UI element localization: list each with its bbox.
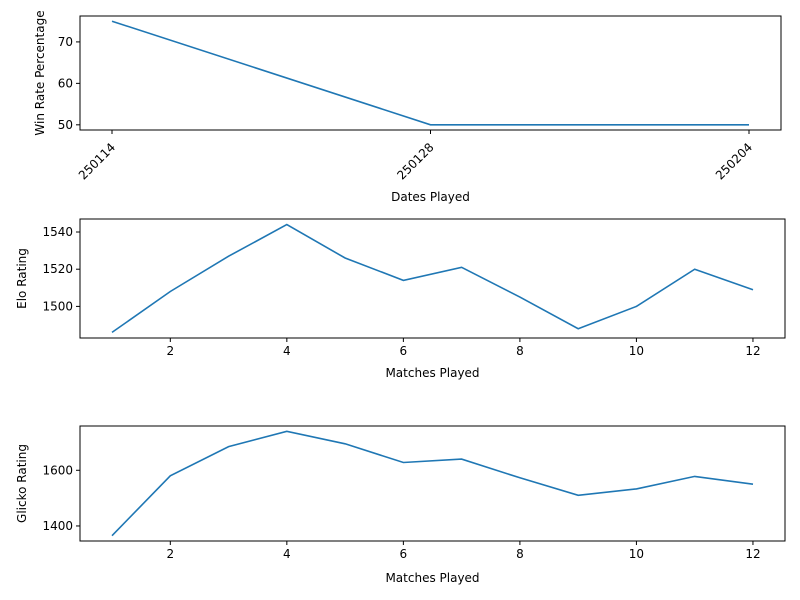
winrate-plot-frame: [79, 15, 782, 131]
glicko-plot-frame: [79, 425, 786, 542]
elo-x-axis-label: Matches Played: [385, 366, 479, 380]
glicko-y-axis-label: Glicko Rating: [15, 444, 29, 523]
glicko-ytick-label: 1600: [42, 463, 73, 477]
glicko-xtick-label: 4: [283, 547, 291, 561]
glicko-xtick-label: 6: [400, 547, 408, 561]
glicko-series-line: [111, 430, 754, 537]
glicko-xtick-label: 2: [166, 547, 174, 561]
elo-y-axis-label: Elo Rating: [15, 248, 29, 309]
winrate-ytick-label: 50: [58, 118, 73, 132]
winrate-chart: 50 60 70 250114 250128 250204 Dates Played Win …: [33, 10, 782, 204]
glicko-xtick-label: 8: [516, 547, 524, 561]
elo-xtick-label: 6: [400, 344, 408, 358]
elo-xtick-label: 2: [166, 344, 174, 358]
elo-xtick-label: 10: [629, 344, 644, 358]
elo-xtick-label: 8: [516, 344, 524, 358]
glicko-chart: 1400 1600 2 4 6 8 10 12 Matches Played Glicko Rat…: [15, 425, 786, 585]
winrate-ytick-label: 60: [58, 76, 73, 90]
glicko-x-axis-label: Matches Played: [385, 571, 479, 585]
winrate-xtick-label: 250204: [713, 140, 755, 182]
winrate-series-line: [111, 20, 749, 126]
elo-xtick-label: 12: [745, 344, 760, 358]
elo-ytick-label: 1500: [42, 299, 73, 313]
elo-chart: 1500 1520 1540 2 4 6 8 10 12 Matches Played Elo Ra…: [15, 218, 786, 380]
elo-ytick-label: 1540: [42, 225, 73, 239]
winrate-xtick-label: 250114: [76, 140, 118, 182]
glicko-ytick-label: 1400: [42, 519, 73, 533]
elo-plot-frame: [79, 218, 786, 339]
winrate-ytick-label: 70: [58, 35, 73, 49]
elo-series-line: [111, 223, 754, 334]
elo-xtick-label: 4: [283, 344, 291, 358]
glicko-xtick-label: 12: [745, 547, 760, 561]
glicko-xtick-label: 10: [629, 547, 644, 561]
winrate-y-axis-label: Win Rate Percentage: [33, 10, 47, 135]
elo-ytick-label: 1520: [42, 262, 73, 276]
winrate-x-axis-label: Dates Played: [391, 190, 470, 204]
winrate-xtick-label: 250128: [394, 140, 436, 182]
